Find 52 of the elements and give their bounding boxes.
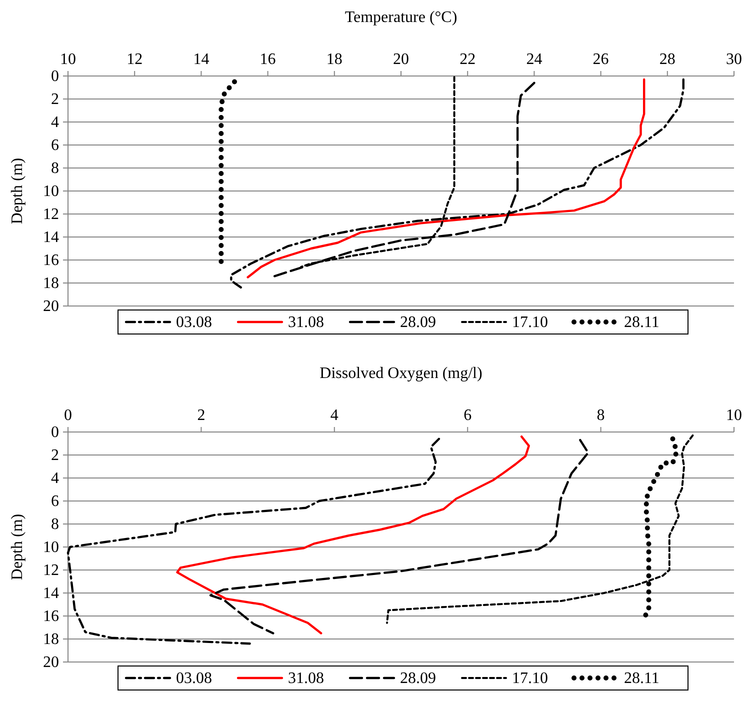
y-tick-label: 4 — [51, 470, 59, 487]
legend-label: 03.08 — [176, 670, 212, 687]
y-tick-label: 16 — [43, 252, 59, 269]
x-tick-label: 24 — [526, 51, 542, 68]
x-axis-title: Dissolved Oxygen (mg/l) — [320, 365, 482, 382]
legend-label: 17.10 — [512, 314, 548, 331]
x-tick-label: 28 — [659, 51, 676, 68]
y-tick-label: 14 — [43, 229, 59, 246]
legend-label: 31.08 — [288, 314, 324, 331]
x-tick-label: 8 — [596, 407, 605, 424]
y-tick-label: 10 — [43, 539, 59, 556]
x-tick-label: 20 — [393, 51, 409, 68]
y-tick-label: 20 — [43, 298, 59, 315]
x-tick-label: 2 — [197, 407, 206, 424]
x-tick-label: 6 — [464, 407, 472, 424]
x-tick-label: 18 — [326, 51, 342, 68]
y-axis-title: Depth (m) — [9, 514, 26, 580]
x-tick-label: 16 — [260, 51, 276, 68]
y-tick-label: 8 — [51, 516, 59, 533]
x-tick-label: 4 — [330, 407, 338, 424]
y-tick-label: 2 — [51, 91, 59, 108]
y-tick-label: 4 — [51, 114, 59, 131]
y-tick-label: 16 — [43, 608, 59, 625]
legend-label: 28.09 — [400, 314, 436, 331]
legend-label: 17.10 — [512, 670, 548, 687]
y-tick-label: 18 — [43, 631, 59, 648]
y-tick-label: 0 — [51, 68, 59, 85]
legend-label: 28.11 — [624, 314, 660, 331]
legend-label: 31.08 — [288, 670, 324, 687]
y-tick-label: 8 — [51, 160, 59, 177]
legend-label: 28.09 — [400, 670, 436, 687]
x-tick-label: 0 — [64, 407, 72, 424]
y-axis-title: Depth (m) — [9, 158, 26, 224]
y-tick-label: 6 — [51, 137, 59, 154]
x-tick-label: 14 — [193, 51, 210, 68]
y-tick-label: 12 — [43, 206, 59, 223]
y-tick-label: 14 — [43, 585, 59, 602]
y-tick-label: 2 — [51, 447, 59, 464]
y-tick-label: 0 — [51, 424, 59, 441]
y-tick-label: 20 — [43, 654, 59, 671]
x-tick-label: 12 — [126, 51, 143, 68]
x-tick-label: 10 — [726, 407, 742, 424]
x-tick-label: 26 — [592, 51, 609, 68]
legend-label: 28.11 — [624, 670, 660, 687]
y-tick-label: 12 — [43, 562, 59, 579]
y-tick-label: 10 — [43, 183, 59, 200]
legend-label: 03.08 — [176, 314, 212, 331]
y-tick-label: 18 — [43, 275, 59, 292]
y-tick-label: 6 — [51, 493, 59, 510]
x-tick-label: 30 — [726, 51, 742, 68]
x-tick-label: 22 — [460, 51, 476, 68]
x-axis-title: Temperature (°C) — [344, 9, 458, 26]
